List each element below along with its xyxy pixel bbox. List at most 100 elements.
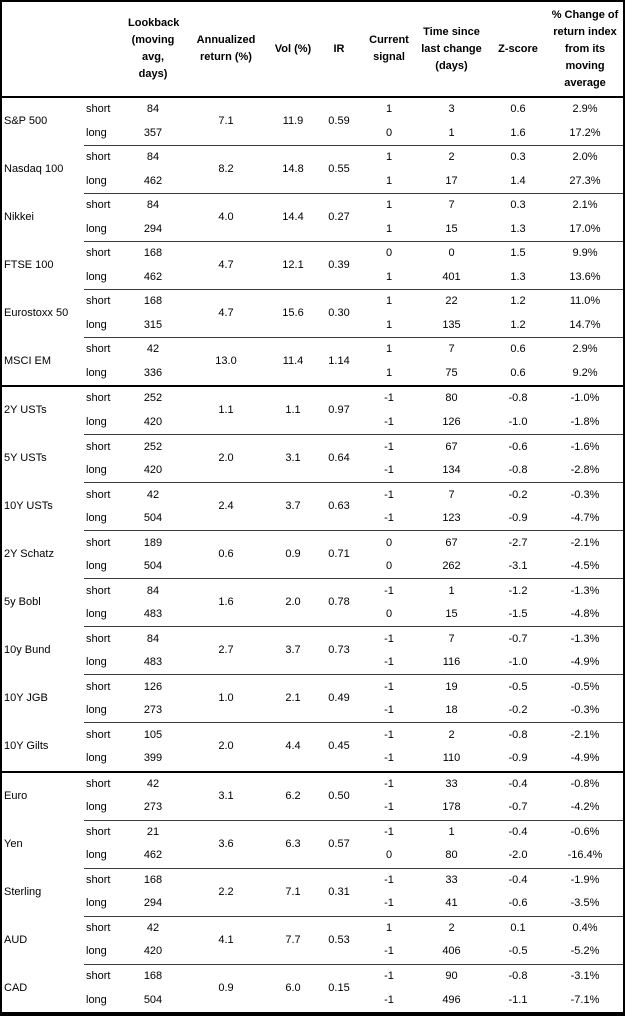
leg-label: long <box>86 801 107 814</box>
table-row: CAD short 168 0.9 6.0 0.15 -1 90 -0.8 -3.1% <box>2 963 623 1012</box>
signal-value: -1 <box>364 867 414 893</box>
days-since-change-value: 17 <box>445 174 458 187</box>
table-row: Sterling short 168 2.2 7.1 0.31 -1 33 -0.4 -1.9% <box>2 867 623 917</box>
table-row: 10Y Gilts short 105 2.0 4.4 0.45 -1 2 -0.8 -2.1% <box>2 722 623 772</box>
lookback-value: 168 <box>126 963 180 989</box>
leg-label: long <box>86 366 107 379</box>
signal-value: -1 <box>364 722 414 747</box>
pct-change-header: % Change of return index from its moving… <box>547 2 623 98</box>
leg-label: short <box>84 578 126 603</box>
lookback-value: 84 <box>126 578 180 603</box>
table-row: 2Y USTs short 252 1.1 1.1 0.97 -1 80 -0.8 -1.0% <box>2 385 623 435</box>
current-signal-header: Current signal <box>364 2 414 98</box>
annualized-return-value: 4.0 <box>180 193 272 242</box>
pct-change-value: -0.3% <box>547 482 623 507</box>
pct-change-value: 13.6% <box>569 270 601 283</box>
signal-value: -1 <box>384 656 394 669</box>
signal-value: 1 <box>385 103 393 116</box>
table-row: long 483 0 15 -1.5 -4.8% <box>2 603 623 627</box>
annualized-return-value: 4.7 <box>180 289 272 338</box>
z-score-value: -0.5 <box>489 674 547 699</box>
leg-label: short <box>84 963 126 989</box>
leg-label: short <box>84 819 126 845</box>
leg-label: long <box>86 849 107 862</box>
signal-value: 0 <box>385 126 393 139</box>
days-since-change-value: 18 <box>445 704 458 717</box>
vol-value: 3.1 <box>272 434 314 483</box>
z-score-value: 1.2 <box>510 318 526 331</box>
ir-value: 0.15 <box>314 963 364 1012</box>
days-since-change-value: 1 <box>448 126 455 139</box>
leg-label: short <box>84 145 126 170</box>
signal-value: 1 <box>364 337 414 362</box>
days-since-change-value: 75 <box>445 366 458 379</box>
vol-value: 1.1 <box>272 385 314 435</box>
z-score-value: -0.8 <box>489 963 547 989</box>
signal-value: -1 <box>364 385 414 411</box>
table-row: long 462 0 80 -2.0 -16.4% <box>2 844 623 868</box>
leg-label: long <box>86 318 107 331</box>
lookback-value: 420 <box>143 464 163 477</box>
days-since-change-value: 2 <box>414 722 489 747</box>
signal-value: -1 <box>384 801 394 814</box>
z-score-value: -0.7 <box>489 626 547 651</box>
lookback-value: 462 <box>143 174 163 187</box>
leg-label: short <box>84 770 126 797</box>
z-score-value: -0.4 <box>489 770 547 797</box>
signal-value: 0 <box>385 849 393 862</box>
ir-value: 0.97 <box>314 385 364 435</box>
ir-value: 0.73 <box>314 626 364 675</box>
signal-value: 1 <box>385 270 393 283</box>
vol-value: 0.9 <box>272 530 314 579</box>
leg-label: long <box>86 897 107 910</box>
pct-change-value: -1.9% <box>547 867 623 893</box>
signal-value: -1 <box>364 434 414 459</box>
signal-value: -1 <box>384 704 394 717</box>
days-since-change-value: 2 <box>414 145 489 170</box>
signal-value: -1 <box>384 993 394 1006</box>
ir-value: 0.30 <box>314 289 364 338</box>
lookback-value: 21 <box>126 819 180 845</box>
days-since-change-value: 7 <box>414 193 489 218</box>
z-score-value: -0.8 <box>489 385 547 411</box>
lookback-value: 462 <box>143 849 163 862</box>
table-row: Euro short 42 3.1 6.2 0.50 -1 33 -0.4 -0.8% <box>2 770 623 821</box>
z-score-value: -0.6 <box>489 434 547 459</box>
days-since-change-value: 2 <box>414 915 489 941</box>
instrument-name: Nasdaq 100 <box>4 163 64 176</box>
pct-change-value: 0.4% <box>547 915 623 941</box>
pct-change-value: -4.9% <box>570 656 600 669</box>
pct-change-value: -4.5% <box>570 560 600 573</box>
z-score-value: -0.7 <box>508 801 528 814</box>
ir-value: 0.31 <box>314 867 364 917</box>
vol-value: 6.2 <box>272 770 314 821</box>
pct-change-value: -2.8% <box>570 464 600 477</box>
z-score-value: -0.9 <box>508 512 528 525</box>
z-score-value: 0.3 <box>489 193 547 218</box>
signal-value: -1 <box>364 963 414 989</box>
leg-label: short <box>84 530 126 555</box>
pct-change-value: -1.3% <box>547 626 623 651</box>
lookback-value: 42 <box>126 337 180 362</box>
table-row: long 336 1 75 0.6 9.2% <box>2 362 623 387</box>
table-row: 2Y Schatz short 189 0.6 0.9 0.71 0 67 -2.7 -2.1% <box>2 530 623 579</box>
leg-label: long <box>86 704 107 717</box>
z-score-value: -0.4 <box>489 819 547 845</box>
signal-value: -1 <box>384 752 394 765</box>
time-since-change-header: Time since last change (days) <box>414 2 489 98</box>
signal-value: 1 <box>385 318 393 331</box>
ir-value: 0.59 <box>328 115 350 128</box>
instrument-name: S&P 500 <box>4 115 48 128</box>
table-row: long 504 -1 496 -1.1 -7.1% <box>2 988 623 1012</box>
z-score-value: -0.6 <box>508 897 528 910</box>
leg-label: short <box>84 193 126 218</box>
z-score-value: 0.6 <box>510 366 526 379</box>
signal-value: -1 <box>364 819 414 845</box>
vol-value: 6.3 <box>272 819 314 869</box>
days-since-change-value: 401 <box>442 270 461 283</box>
annualized-return-value: 2.4 <box>180 482 272 531</box>
instrument-name: CAD <box>4 981 28 994</box>
pct-change-value: 11.0% <box>547 289 623 314</box>
pct-change-value: 17.2% <box>569 126 601 139</box>
leg-label: long <box>86 222 107 235</box>
